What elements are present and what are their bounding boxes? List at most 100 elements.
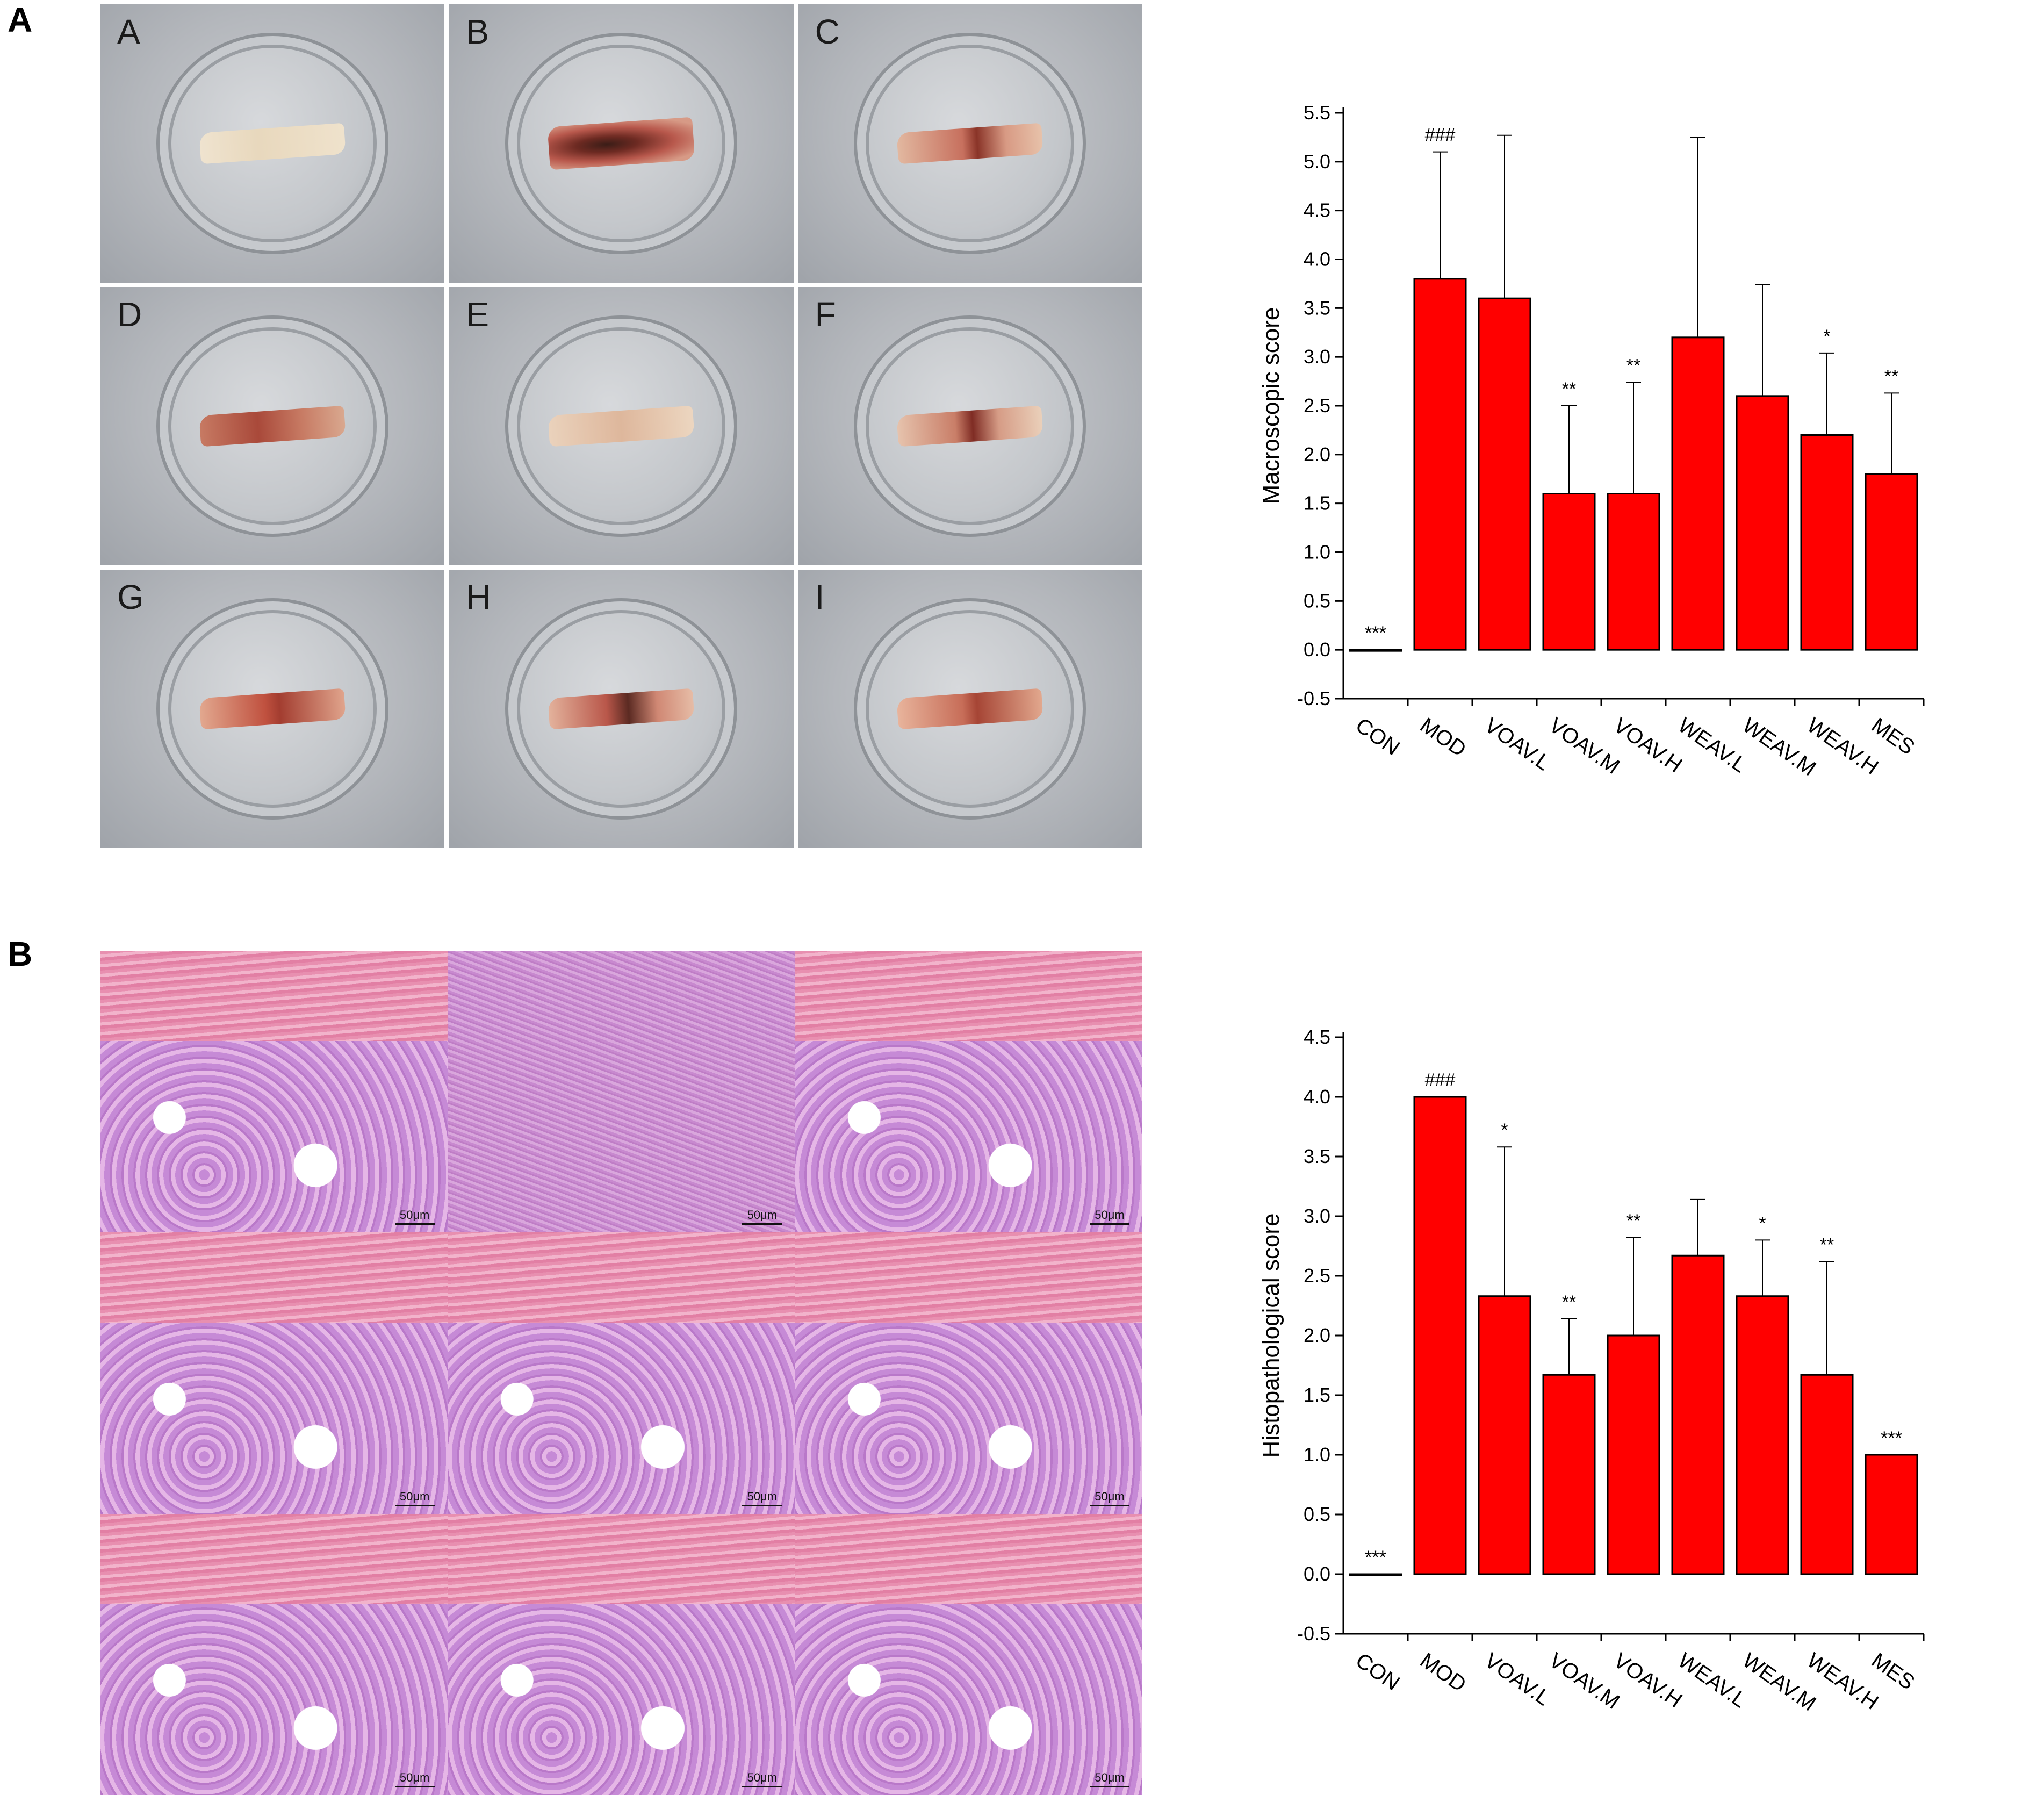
y-tick-label: 3.5: [1304, 1145, 1330, 1167]
macroscopic-score-plot: -0.5 0.0 0.5 1.0 1.5 2.0 2.5 3.0 3.5 4.0 4.5 5.0 5.5…: [1258, 102, 1925, 781]
specimen-photo: G: [100, 570, 445, 848]
y-tick-label: 0.5: [1304, 590, 1330, 612]
x-category-label: WEAV.M: [1738, 713, 1820, 780]
scale-bar: 50μm: [394, 1208, 435, 1225]
x-category-label: WEAV.H: [1803, 1648, 1883, 1714]
x-category-label: MOD: [1416, 713, 1471, 762]
x-category-label: WEAV.L: [1674, 1648, 1751, 1712]
significance-marker: ###: [1425, 1070, 1456, 1090]
bar: [1413, 278, 1467, 651]
photo-letter: B: [466, 12, 490, 51]
y-tick-label: 3.0: [1304, 1205, 1330, 1227]
scale-bar: 50μm: [1090, 1771, 1129, 1787]
colon-tissue: [896, 405, 1044, 447]
histology-image: 50μm: [447, 1232, 795, 1514]
histology-image: 50μm: [100, 951, 448, 1233]
bar: [1800, 434, 1854, 651]
bar: [1478, 297, 1531, 651]
histology-image: 50μm: [447, 951, 795, 1233]
panel-label-a: A: [8, 1, 33, 39]
y-tick-label: 4.0: [1304, 1086, 1330, 1108]
x-category-label: VOAV.H: [1609, 713, 1687, 777]
specimen-photo: D: [100, 287, 445, 565]
y-tick-label: 3.0: [1304, 346, 1330, 368]
scale-bar-label: 50μm: [747, 1489, 778, 1503]
colon-tissue: [198, 688, 346, 730]
scale-bar-label: 50μm: [399, 1489, 430, 1503]
scale-bar: 50μm: [394, 1770, 435, 1787]
photo-letter: A: [117, 12, 140, 51]
photo-letter: F: [815, 295, 836, 334]
x-category-label: VOAV.L: [1480, 1648, 1554, 1710]
bar: [1542, 1374, 1596, 1575]
petri-dish: [854, 315, 1086, 537]
specimen-photo: B: [449, 4, 794, 283]
significance-marker: **: [1626, 1211, 1640, 1231]
x-category-label: MES: [1867, 1648, 1919, 1695]
x-category-label: MOD: [1416, 1648, 1471, 1697]
y-axis-title: Macroscopic score: [1258, 307, 1284, 505]
y-axis-title: Histopathological score: [1258, 1214, 1284, 1458]
y-tick-label: 4.5: [1304, 1026, 1330, 1048]
bar: [1349, 649, 1402, 652]
histology-image: 50μm: [795, 1513, 1142, 1795]
bar: [1865, 1454, 1918, 1575]
significance-marker: *: [1823, 326, 1830, 347]
x-category-label: CON: [1351, 1648, 1404, 1695]
significance-marker: **: [1626, 355, 1640, 376]
bar: [1413, 1096, 1467, 1575]
x-category-label: VOAV.H: [1609, 1648, 1687, 1712]
x-category-label: WEAV.L: [1674, 713, 1751, 777]
y-tick-label: 2.0: [1304, 443, 1330, 465]
histology-image: 50μm: [795, 1232, 1142, 1514]
photo-letter: C: [815, 12, 840, 51]
petri-dish: [854, 33, 1086, 254]
scale-bar-label: 50μm: [399, 1208, 430, 1222]
specimen-photo: A: [100, 4, 445, 283]
colon-tissue: [198, 405, 346, 447]
photo-letter: E: [466, 295, 490, 334]
y-tick-label: 2.0: [1304, 1324, 1330, 1346]
bar: [1671, 336, 1725, 651]
significance-marker: **: [1562, 1292, 1576, 1312]
x-category-label: VOAV.L: [1480, 713, 1554, 775]
bar: [1349, 1573, 1402, 1576]
histology-image: 50μm: [100, 1513, 448, 1795]
y-tick-label: 4.5: [1304, 199, 1330, 221]
colon-tissue: [198, 123, 346, 164]
colon-tissue: [548, 688, 695, 730]
colon-tissue: [896, 123, 1044, 164]
x-category-label: VOAV.M: [1545, 1648, 1624, 1713]
petri-dish: [505, 315, 737, 537]
histology-image: 50μm: [795, 951, 1142, 1233]
significance-marker: **: [1562, 379, 1576, 399]
y-tick-label: 1.5: [1304, 492, 1330, 514]
histopathological-score-plot: -0.5 0.0 0.5 1.0 1.5 2.0 2.5 3.0 3.5 4.0 4.5 Histop…: [1258, 1026, 1925, 1716]
y-tick-label: 4.0: [1304, 248, 1330, 270]
histopathological-score-chart: -0.5 0.0 0.5 1.0 1.5 2.0 2.5 3.0 3.5 4.0 4.5 Histop…: [1161, 1000, 2031, 1790]
y-tick-label: 5.5: [1304, 102, 1330, 124]
y-tick-label: 0.0: [1304, 1563, 1330, 1585]
photo-letter: H: [466, 578, 491, 616]
panel-label-b: B: [8, 935, 33, 973]
petri-dish: [505, 598, 737, 820]
scale-bar-label: 50μm: [747, 1208, 778, 1222]
histology-image-grid: 50μm 50μm 50μm 50μm 50μm 50μm 50μm 50μm …: [100, 951, 1142, 1795]
photo-letter: G: [117, 578, 144, 616]
scale-bar: 50μm: [742, 1208, 782, 1225]
y-tick-label: -0.5: [1297, 687, 1330, 709]
specimen-photo: E: [449, 287, 794, 565]
specimen-photo: H: [449, 570, 794, 848]
scale-bar-label: 50μm: [399, 1770, 430, 1784]
x-category-label: WEAV.H: [1803, 713, 1883, 779]
scale-bar-label: 50μm: [1095, 1208, 1125, 1222]
y-tick-label: 0.5: [1304, 1503, 1330, 1525]
bar: [1736, 395, 1789, 651]
scale-bar: 50μm: [1090, 1208, 1129, 1225]
significance-marker: *: [1501, 1120, 1508, 1140]
x-category-label: CON: [1351, 713, 1404, 760]
significance-marker: ###: [1425, 125, 1456, 146]
scale-bar-label: 50μm: [1095, 1770, 1125, 1784]
petri-dish: [156, 315, 388, 537]
significance-marker: **: [1884, 366, 1898, 386]
